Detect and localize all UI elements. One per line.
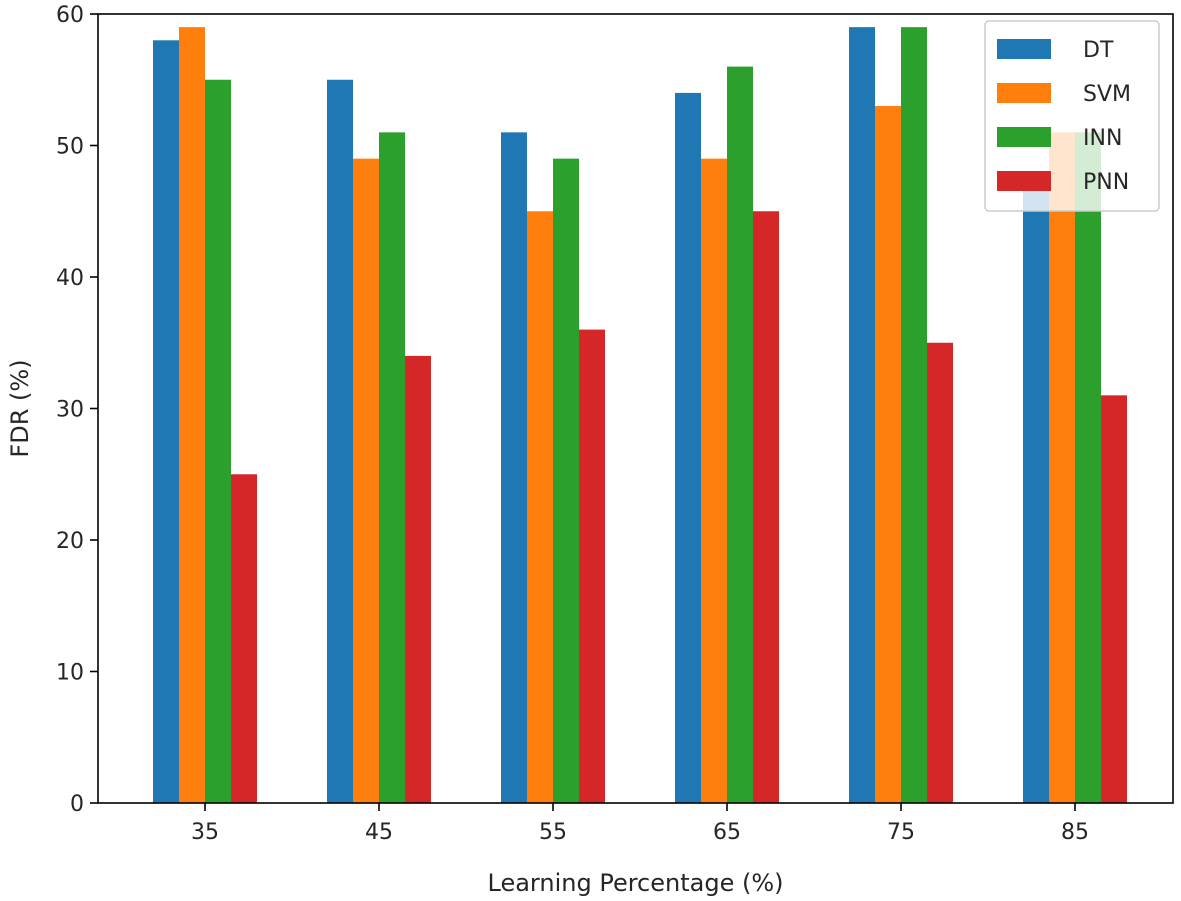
bar-dt-35 — [153, 40, 179, 804]
legend-swatch-inn — [997, 127, 1051, 147]
bar-svm-45 — [353, 158, 379, 803]
y-tick-label: 50 — [56, 135, 84, 160]
y-tick-label: 20 — [56, 529, 84, 554]
legend-swatch-svm — [997, 83, 1051, 103]
bar-pnn-75 — [927, 342, 953, 803]
x-tick-label: 45 — [365, 820, 393, 845]
legend-label-inn: INN — [1083, 126, 1122, 151]
bars-layer — [153, 27, 1127, 804]
bar-pnn-85 — [1101, 395, 1127, 803]
bar-inn-45 — [379, 132, 405, 804]
bar-svm-55 — [527, 211, 553, 803]
bar-svm-75 — [875, 106, 901, 804]
y-axis-title: FDR (%) — [6, 359, 34, 457]
bar-inn-75 — [901, 27, 927, 803]
bar-pnn-55 — [579, 329, 605, 803]
y-tick-label: 60 — [56, 3, 84, 28]
legend-swatch-pnn — [997, 171, 1051, 191]
x-tick-label: 65 — [713, 820, 741, 845]
x-tick-label: 85 — [1061, 820, 1089, 845]
x-axis-title: Learning Percentage (%) — [488, 869, 784, 897]
y-tick-label: 10 — [56, 661, 84, 686]
bar-pnn-45 — [405, 355, 431, 803]
bar-svm-35 — [179, 27, 205, 803]
bar-inn-35 — [205, 79, 231, 803]
bar-dt-85 — [1023, 184, 1049, 803]
x-tick-label: 35 — [191, 820, 219, 845]
bar-pnn-65 — [753, 211, 779, 803]
x-tick-label: 55 — [539, 820, 567, 845]
bar-pnn-35 — [231, 474, 257, 803]
legend-label-svm: SVM — [1083, 82, 1131, 107]
x-axis: 35 45 55 65 75 85 — [191, 803, 1089, 845]
legend-label-pnn: PNN — [1083, 170, 1129, 195]
legend-label-dt: DT — [1083, 38, 1114, 63]
y-axis: 0 10 20 30 40 50 60 — [56, 3, 98, 817]
x-tick-label: 75 — [887, 820, 915, 845]
bar-inn-85 — [1075, 132, 1101, 804]
legend-swatch-dt — [997, 39, 1051, 59]
bar-svm-65 — [701, 158, 727, 803]
bar-dt-55 — [501, 132, 527, 804]
bar-dt-75 — [849, 27, 875, 803]
bar-dt-65 — [675, 92, 701, 803]
bar-svm-85 — [1049, 132, 1075, 804]
y-tick-label: 0 — [70, 792, 84, 817]
bar-dt-45 — [327, 79, 353, 803]
y-tick-label: 40 — [56, 266, 84, 291]
bar-inn-65 — [727, 66, 753, 804]
y-tick-label: 30 — [56, 398, 84, 423]
legend: DT SVM INN PNN — [984, 20, 1160, 212]
legend-box — [984, 20, 1160, 212]
bar-inn-55 — [553, 158, 579, 803]
